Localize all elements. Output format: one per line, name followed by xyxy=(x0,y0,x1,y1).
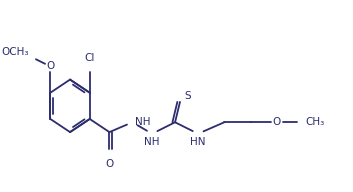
Text: Cl: Cl xyxy=(85,53,95,63)
Text: NH: NH xyxy=(135,117,150,127)
Text: HN: HN xyxy=(190,137,206,147)
Text: NH: NH xyxy=(144,137,160,147)
Text: OCH₃: OCH₃ xyxy=(1,47,29,57)
Text: CH₃: CH₃ xyxy=(306,117,325,127)
Text: O: O xyxy=(273,117,281,127)
Text: O: O xyxy=(105,159,114,169)
Text: O: O xyxy=(46,61,54,71)
Text: S: S xyxy=(184,91,191,101)
